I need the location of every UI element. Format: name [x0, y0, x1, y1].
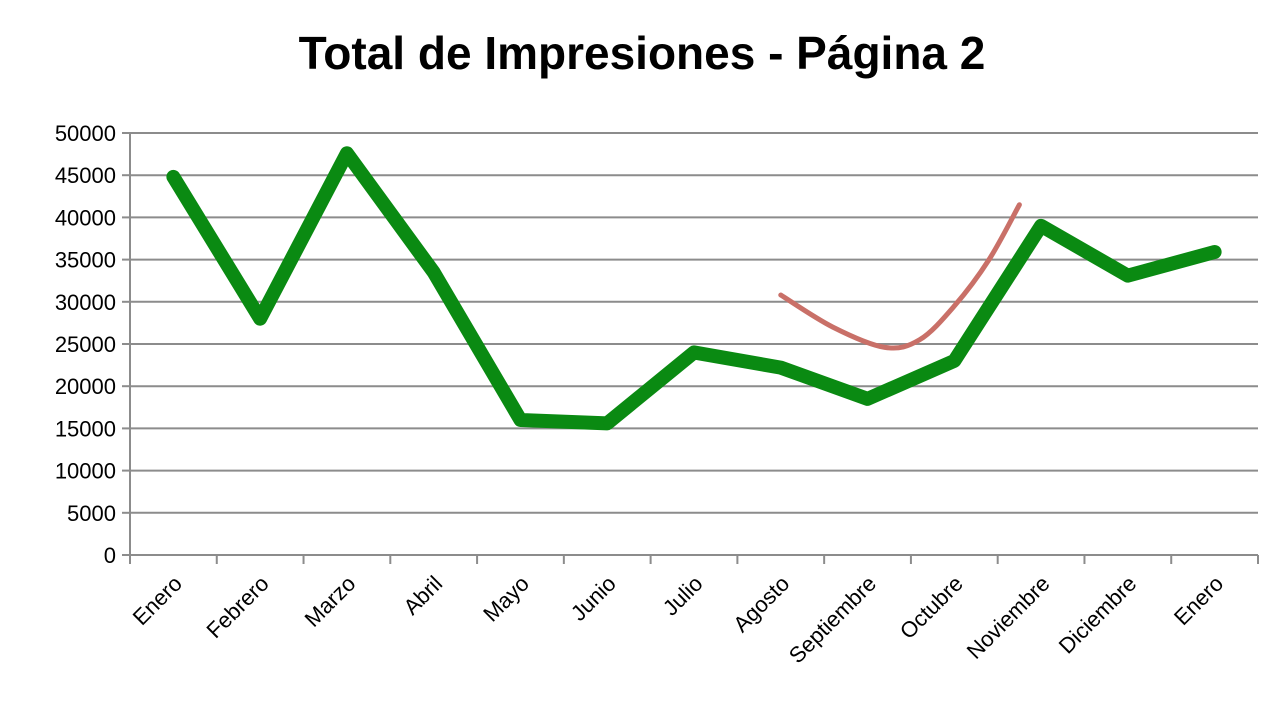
x-tick-label: Diciembre	[1054, 571, 1142, 659]
x-tick-label: Junio	[566, 571, 621, 626]
trend-curve-annotation	[778, 202, 1022, 351]
y-tick-label: 50000	[55, 121, 116, 146]
gridlines	[130, 132, 1258, 514]
x-tick-label: Enero	[1169, 571, 1228, 630]
data-point	[863, 394, 872, 403]
x-tick-label: Agosto	[728, 571, 794, 637]
x-tick-label: Febrero	[202, 571, 274, 643]
x-tick-label: Mayo	[478, 571, 534, 627]
data-point	[776, 363, 785, 372]
y-tick-label: 0	[104, 543, 116, 568]
series	[166, 146, 1222, 431]
data-point	[169, 172, 178, 181]
data-point	[690, 348, 698, 357]
y-tick-label: 10000	[55, 459, 116, 484]
y-tick-label: 30000	[55, 290, 116, 315]
data-point	[342, 149, 351, 158]
data-point	[516, 415, 525, 424]
data-point	[1210, 248, 1219, 257]
x-tick-label: Octubre	[895, 571, 968, 644]
data-point	[603, 419, 612, 428]
data-point	[1123, 271, 1132, 280]
axes	[122, 132, 1259, 564]
x-tick-labels: Enero Febrero Marzo Abril Mayo Junio Julio Agos…	[128, 571, 1228, 668]
data-point	[256, 314, 265, 323]
x-tick-label: Septiembre	[784, 571, 881, 668]
x-tick-label: Marzo	[300, 571, 361, 632]
chart-title: Total de Impresiones - Página 2	[298, 27, 986, 79]
y-tick-labels: 0 5000 10000 15000 20000 25000 30000 35000 40000…	[55, 121, 116, 568]
data-point	[429, 268, 438, 277]
series-line	[166, 146, 1222, 431]
x-tick-label: Enero	[128, 571, 187, 630]
data-point	[1037, 221, 1046, 230]
annotations	[778, 202, 1022, 351]
y-tick-label: 35000	[55, 248, 116, 273]
x-tick-label: Abril	[398, 571, 447, 620]
x-tick-label: Julio	[658, 571, 708, 621]
x-tick-label: Noviembre	[962, 571, 1055, 664]
y-tick-label: 40000	[55, 205, 116, 230]
y-tick-label: 15000	[55, 416, 116, 441]
y-tick-label: 5000	[67, 501, 116, 526]
y-tick-label: 45000	[55, 163, 116, 188]
y-tick-label: 25000	[55, 332, 116, 357]
data-point	[950, 356, 959, 365]
y-tick-label: 20000	[55, 374, 116, 399]
